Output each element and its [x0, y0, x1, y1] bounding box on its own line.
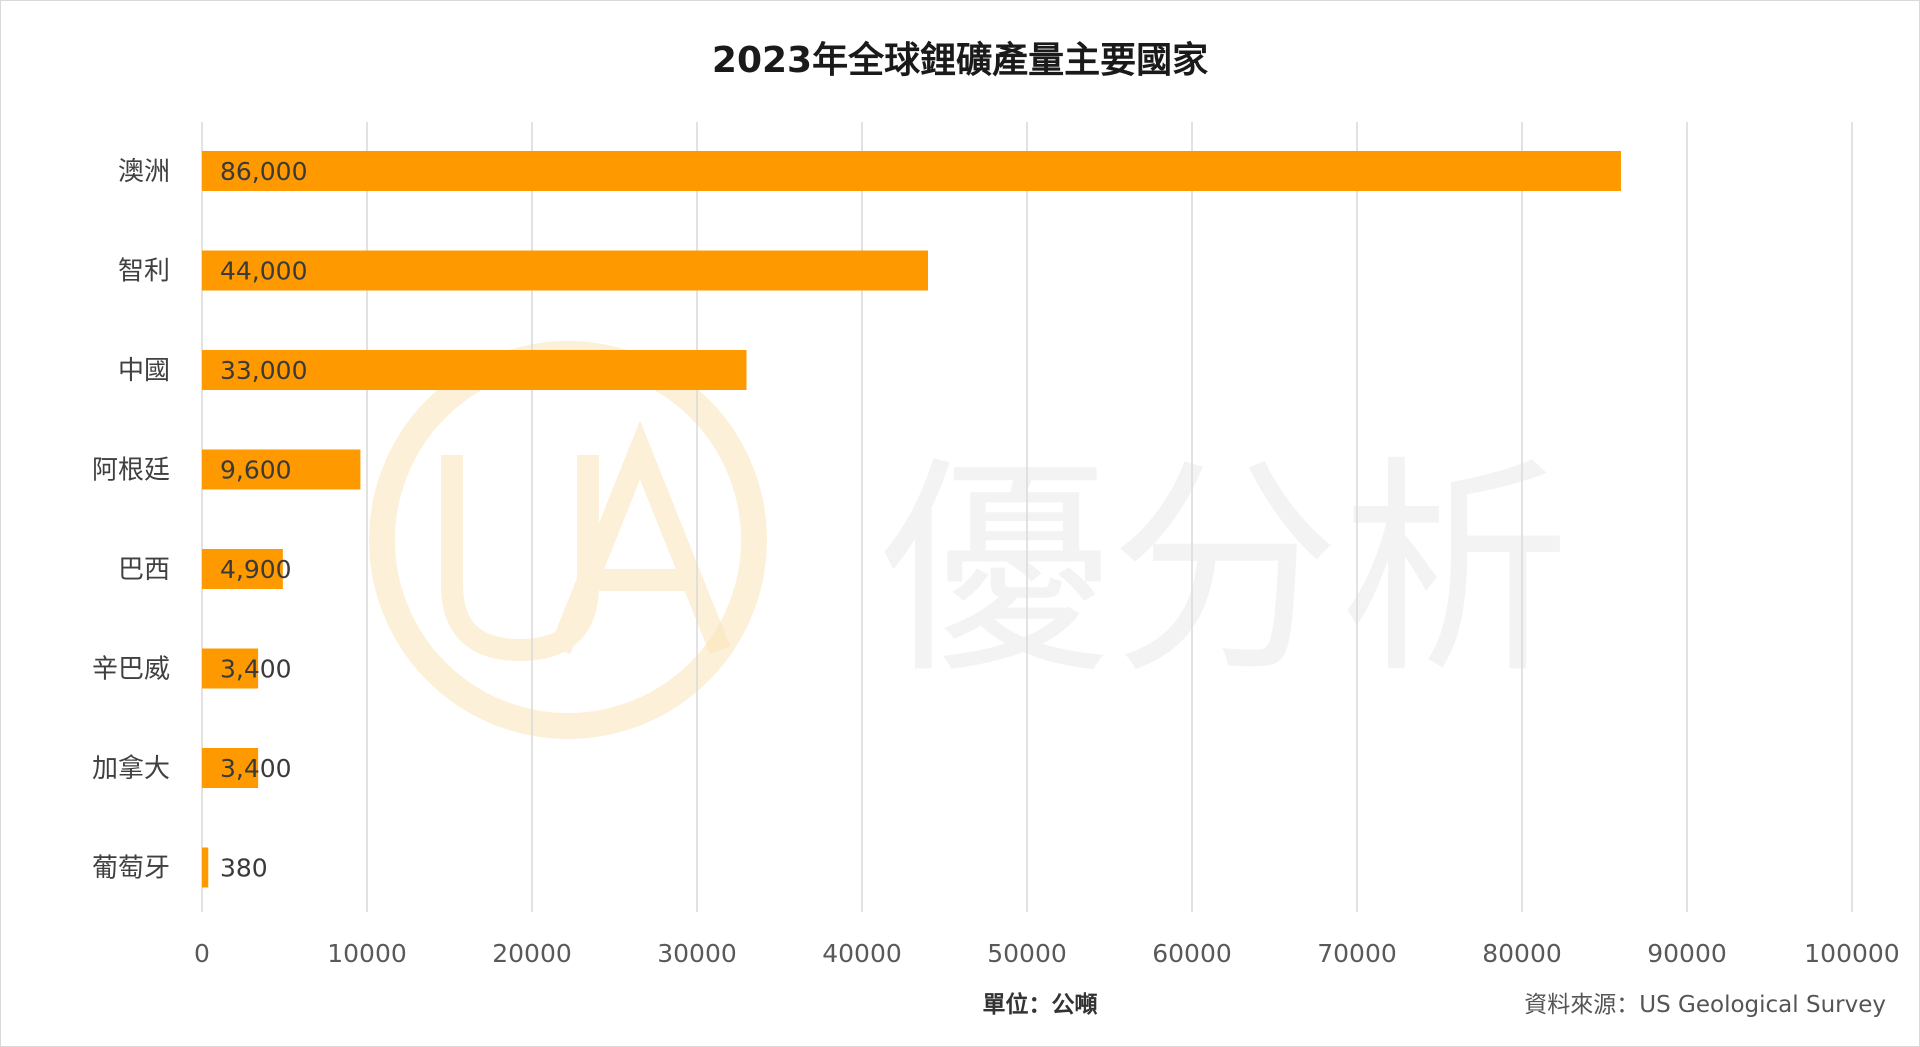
bar-7 — [202, 847, 209, 888]
x-tick-label-10: 100000 — [1804, 939, 1899, 968]
category-label-7: 葡萄牙 — [92, 854, 170, 884]
data-label-7: 380 — [220, 854, 268, 883]
bar-1 — [202, 250, 928, 291]
bar-5 — [202, 648, 259, 689]
data-label-2: 33,000 — [220, 356, 307, 385]
x-tick-label-6: 60000 — [1152, 939, 1232, 968]
data-label-1: 44,000 — [220, 257, 307, 286]
bars — [202, 151, 1621, 888]
data-label-6: 3,400 — [220, 754, 292, 783]
x-axis-ticks: 0 10000 20000 30000 40000 50000 60000 70000 8000… — [194, 939, 1900, 968]
bar-0 — [202, 151, 1621, 191]
watermark-logo-letters — [441, 420, 731, 662]
category-label-5: 辛巴威 — [92, 655, 170, 685]
bar-2 — [202, 350, 747, 390]
bar-4 — [202, 549, 283, 589]
category-label-2: 中國 — [118, 356, 170, 386]
x-tick-label-3: 30000 — [657, 939, 737, 968]
watermark-text: 優分析 — [880, 438, 1570, 705]
source-note: 資料來源：US Geological Survey — [1524, 992, 1886, 1018]
data-label-5: 3,400 — [220, 655, 292, 684]
x-tick-label-8: 80000 — [1482, 939, 1562, 968]
x-tick-label-7: 70000 — [1317, 939, 1397, 968]
data-labels: 86,000 44,000 33,000 9,600 4,900 3,400 3,400 38… — [220, 157, 307, 883]
x-tick-label-4: 40000 — [822, 939, 902, 968]
x-tick-label-0: 0 — [194, 939, 210, 968]
category-label-0: 澳洲 — [118, 157, 170, 187]
x-tick-label-1: 10000 — [327, 939, 407, 968]
category-label-4: 巴西 — [118, 555, 170, 585]
x-tick-label-5: 50000 — [987, 939, 1067, 968]
chart-title: 2023年全球鋰礦產量主要國家 — [712, 39, 1208, 81]
unit-note: 單位：公噸 — [983, 991, 1098, 1018]
data-label-0: 86,000 — [220, 157, 307, 186]
watermark-logo-ring — [369, 341, 767, 739]
data-label-3: 9,600 — [220, 456, 292, 485]
category-label-6: 加拿大 — [92, 754, 170, 784]
data-label-4: 4,900 — [220, 555, 292, 584]
bar-6 — [202, 748, 259, 788]
bar-3 — [202, 449, 361, 490]
x-tick-label-9: 90000 — [1647, 939, 1727, 968]
category-label-1: 智利 — [118, 257, 170, 287]
category-label-3: 阿根廷 — [92, 456, 170, 486]
watermark: 優分析 — [369, 341, 1570, 739]
x-tick-label-2: 20000 — [492, 939, 572, 968]
